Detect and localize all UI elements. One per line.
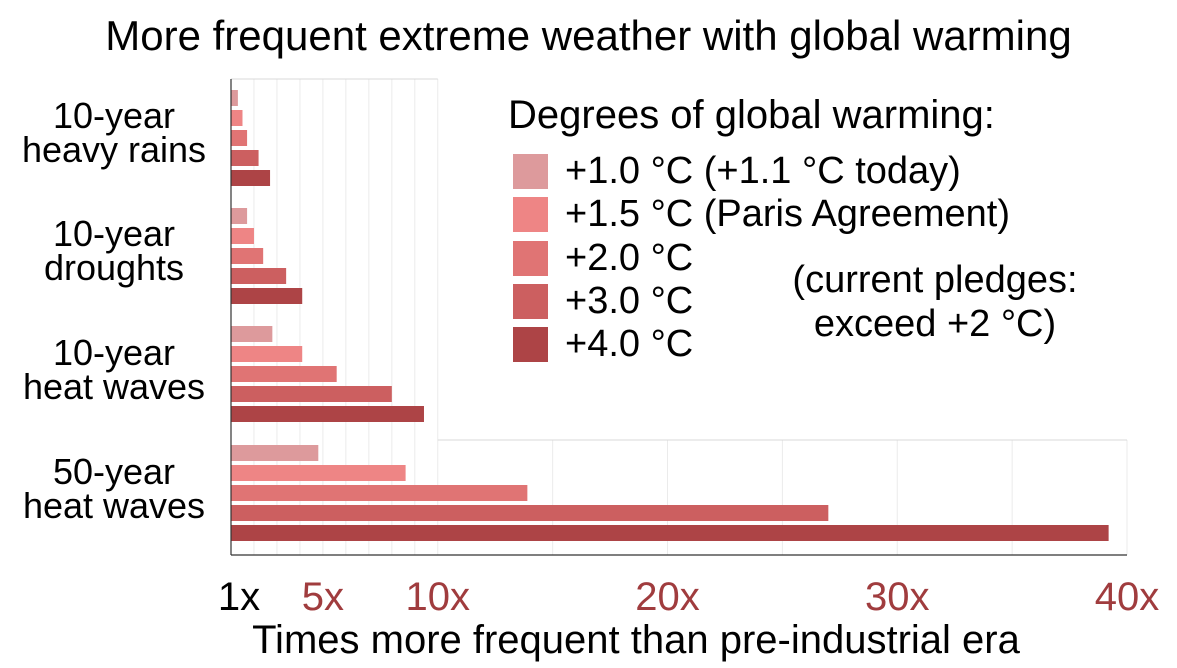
legend-swatch: [513, 240, 548, 276]
bar: [231, 386, 392, 402]
x-tick-label: 5x: [302, 575, 344, 619]
bar: [231, 90, 238, 106]
pledges-note: (current pledges: exceed +2 °C): [792, 259, 1078, 345]
legend-title: Degrees of global warming:: [508, 93, 995, 137]
legend-label: +3.0 °C: [565, 280, 694, 322]
bar: [231, 228, 254, 244]
bar: [231, 505, 829, 521]
bar: [231, 465, 406, 481]
bars: [231, 90, 1109, 541]
legend-item: +3.0 °C: [513, 281, 693, 321]
x-tick-label: 40x: [1095, 575, 1160, 619]
x-tick-labels: 1x 5x 10x 20x 30x 40x: [218, 575, 1159, 619]
bar: [231, 485, 528, 501]
bar: [231, 248, 264, 264]
x-tick-label: 20x: [635, 575, 700, 619]
x-tick-label: 1x: [218, 575, 260, 619]
legend-swatch: [513, 326, 548, 362]
category-label: 50-year heat waves: [22, 451, 206, 526]
bar: [231, 406, 424, 422]
bar: [231, 525, 1109, 541]
bar: [231, 445, 319, 461]
legend-label: +2.0 °C: [565, 237, 694, 279]
bar: [231, 208, 248, 224]
bar: [231, 130, 248, 146]
category-label: 10-year droughts: [43, 213, 185, 288]
legend-item: +1.0 °C (+1.1 °C today): [513, 151, 961, 191]
bar: [231, 170, 271, 186]
bar: [231, 288, 303, 304]
bar: [231, 150, 259, 166]
legend-swatch: [513, 196, 548, 232]
bar: [231, 268, 287, 284]
x-axis-label: Times more frequent than pre-industrial …: [252, 618, 1020, 662]
legend-label: +1.5 °C (Paris Agreement): [565, 193, 1010, 235]
bar: [231, 326, 273, 342]
x-tick-label: 10x: [406, 575, 471, 619]
bar: [231, 346, 303, 362]
bar: [231, 366, 337, 382]
legend-swatch: [513, 153, 548, 189]
legend-label: +1.0 °C (+1.1 °C today): [565, 150, 961, 192]
legend-item: +2.0 °C: [513, 238, 693, 278]
legend-label: +4.0 °C: [565, 323, 694, 365]
x-tick-label: 30x: [865, 575, 930, 619]
legend-item: +4.0 °C: [513, 324, 693, 364]
axes: [230, 79, 1127, 556]
category-label: 10-year heat waves: [22, 332, 206, 407]
bar: [231, 110, 243, 126]
chart-title: More frequent extreme weather with globa…: [105, 12, 1072, 59]
legend-item: +1.5 °C (Paris Agreement): [513, 194, 1010, 234]
legend-swatch: [513, 283, 548, 319]
category-label: 10-year heavy rains: [21, 95, 207, 170]
